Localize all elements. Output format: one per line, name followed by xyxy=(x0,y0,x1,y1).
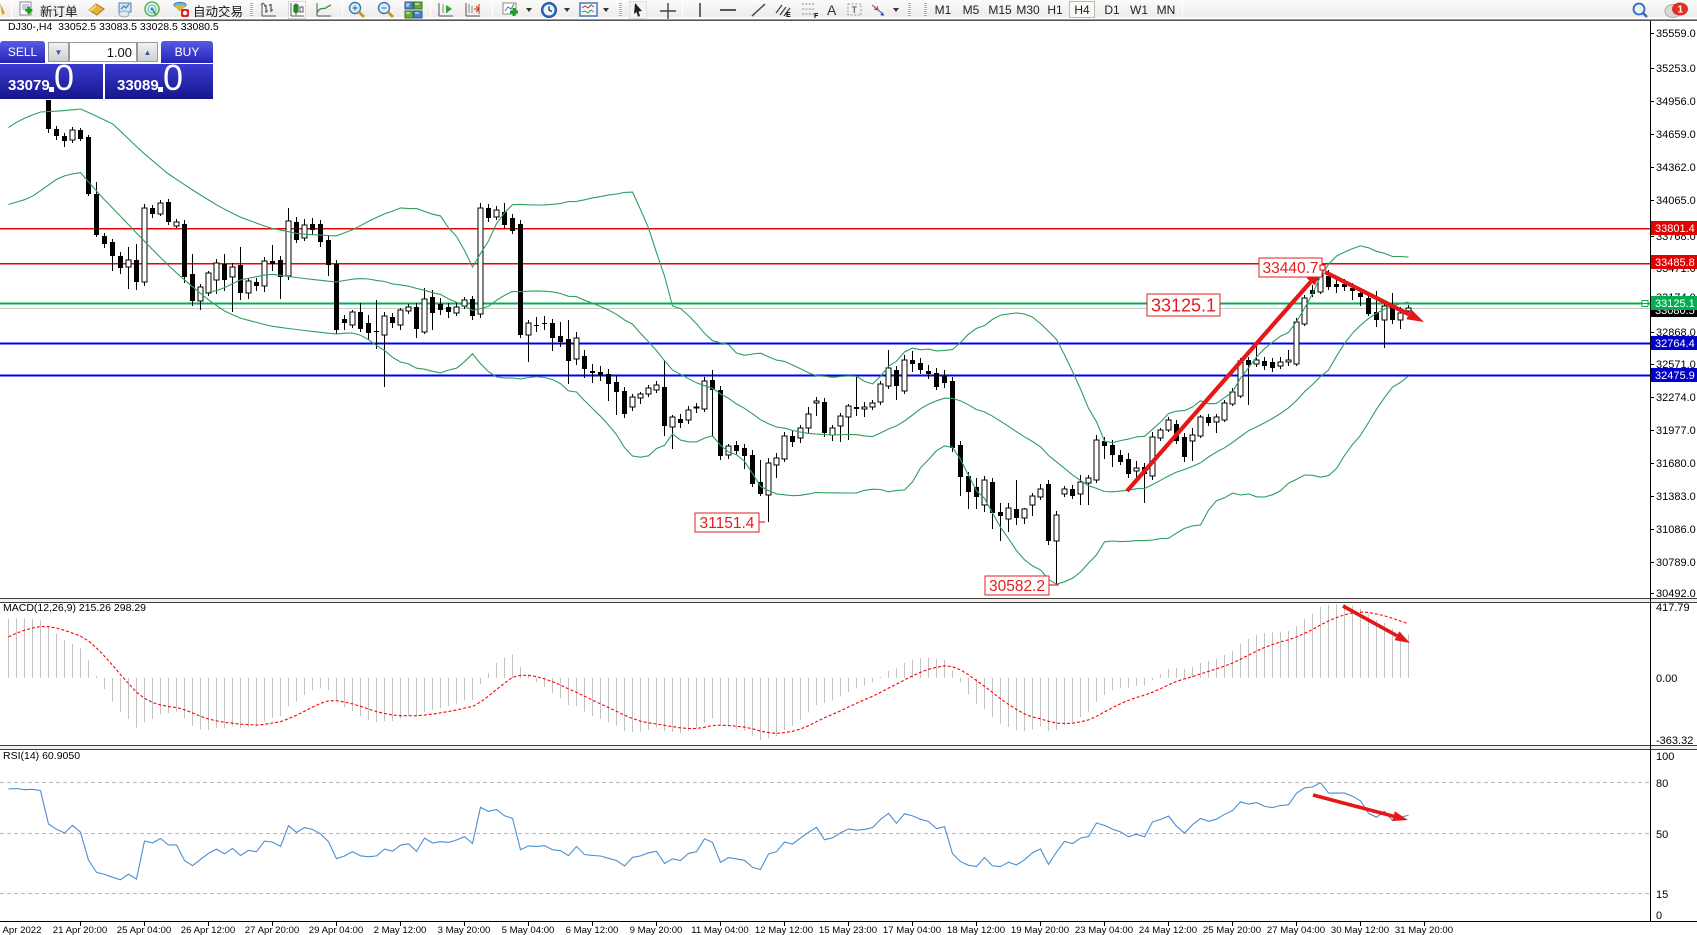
svg-text:30 May 12:00: 30 May 12:00 xyxy=(1331,925,1389,935)
svg-text:2 May 12:00: 2 May 12:00 xyxy=(374,925,427,935)
svg-text:9 May 20:00: 9 May 20:00 xyxy=(630,925,683,935)
svg-text:31151.4: 31151.4 xyxy=(700,515,755,532)
svg-text:31 May 20:00: 31 May 20:00 xyxy=(1395,925,1453,935)
svg-text:15: 15 xyxy=(1656,889,1668,901)
svg-text:33801.4: 33801.4 xyxy=(1655,223,1695,235)
svg-text:18 May 12:00: 18 May 12:00 xyxy=(947,925,1005,935)
svg-text:35253.0: 35253.0 xyxy=(1656,63,1696,75)
svg-text:19 May 20:00: 19 May 20:00 xyxy=(1011,925,1069,935)
svg-text:34659.0: 34659.0 xyxy=(1656,129,1696,141)
svg-text:0: 0 xyxy=(1656,910,1662,922)
svg-text:MACD(12,26,9) 215.26 298.29: MACD(12,26,9) 215.26 298.29 xyxy=(3,602,146,614)
svg-text:T: T xyxy=(852,5,858,15)
svg-text:11 May 04:00: 11 May 04:00 xyxy=(691,925,748,935)
svg-text:80: 80 xyxy=(1656,778,1668,790)
svg-text:31086.0: 31086.0 xyxy=(1656,524,1696,536)
svg-text:1: 1 xyxy=(1678,5,1684,16)
svg-text:29 Apr 04:00: 29 Apr 04:00 xyxy=(309,925,363,935)
svg-text:6 May 12:00: 6 May 12:00 xyxy=(566,925,619,935)
svg-text:25 Apr 04:00: 25 Apr 04:00 xyxy=(117,925,171,935)
svg-text:100: 100 xyxy=(1656,751,1674,763)
svg-text:E: E xyxy=(786,12,791,19)
svg-text:-363.32: -363.32 xyxy=(1656,735,1693,747)
svg-text:33440.7: 33440.7 xyxy=(1262,260,1318,277)
svg-text:25 May 20:00: 25 May 20:00 xyxy=(1203,925,1261,935)
svg-text:27 May 04:00: 27 May 04:00 xyxy=(1267,925,1325,935)
svg-text:21 Apr 20:00: 21 Apr 20:00 xyxy=(53,925,107,935)
svg-text:33485.8: 33485.8 xyxy=(1655,257,1695,269)
svg-text:32475.9: 32475.9 xyxy=(1655,370,1695,382)
svg-text:34956.0: 34956.0 xyxy=(1656,96,1696,108)
svg-text:3 May 20:00: 3 May 20:00 xyxy=(438,925,491,935)
svg-text:0.00: 0.00 xyxy=(1656,673,1677,685)
svg-text:32764.4: 32764.4 xyxy=(1655,338,1695,350)
svg-text:27 Apr 20:00: 27 Apr 20:00 xyxy=(245,925,299,935)
svg-text:12 May 12:00: 12 May 12:00 xyxy=(755,925,813,935)
svg-text:31680.0: 31680.0 xyxy=(1656,458,1696,470)
svg-text:35559.0: 35559.0 xyxy=(1656,28,1696,40)
svg-text:30492.0: 30492.0 xyxy=(1656,588,1696,600)
svg-text:34362.0: 34362.0 xyxy=(1656,162,1696,174)
svg-text:26 Apr 12:00: 26 Apr 12:00 xyxy=(181,925,235,935)
svg-text:F: F xyxy=(814,13,819,19)
svg-text:24 May 12:00: 24 May 12:00 xyxy=(1139,925,1197,935)
svg-text:5 May 04:00: 5 May 04:00 xyxy=(502,925,555,935)
svg-text:Apr 2022: Apr 2022 xyxy=(3,925,42,935)
svg-text:23 May 04:00: 23 May 04:00 xyxy=(1075,925,1133,935)
svg-text:17 May 04:00: 17 May 04:00 xyxy=(883,925,941,935)
svg-text:RSI(14) 60.9050: RSI(14) 60.9050 xyxy=(3,750,80,762)
svg-text:34065.0: 34065.0 xyxy=(1656,195,1696,207)
svg-text:15 May 23:00: 15 May 23:00 xyxy=(819,925,877,935)
svg-text:32274.0: 32274.0 xyxy=(1656,392,1696,404)
svg-text:33125.1: 33125.1 xyxy=(1655,298,1695,310)
svg-text:50: 50 xyxy=(1656,829,1668,841)
svg-text:33125.1: 33125.1 xyxy=(1151,295,1216,315)
svg-text:30789.0: 30789.0 xyxy=(1656,557,1696,569)
svg-text:DJ30-,H4 33052.5 33083.5 3302: DJ30-,H4 33052.5 33083.5 33028.5 33080.5 xyxy=(8,21,219,33)
svg-text:31383.0: 31383.0 xyxy=(1656,491,1696,503)
svg-text:30582.2: 30582.2 xyxy=(989,578,1045,595)
svg-text:31977.0: 31977.0 xyxy=(1656,425,1696,437)
svg-text:417.79: 417.79 xyxy=(1656,602,1690,614)
